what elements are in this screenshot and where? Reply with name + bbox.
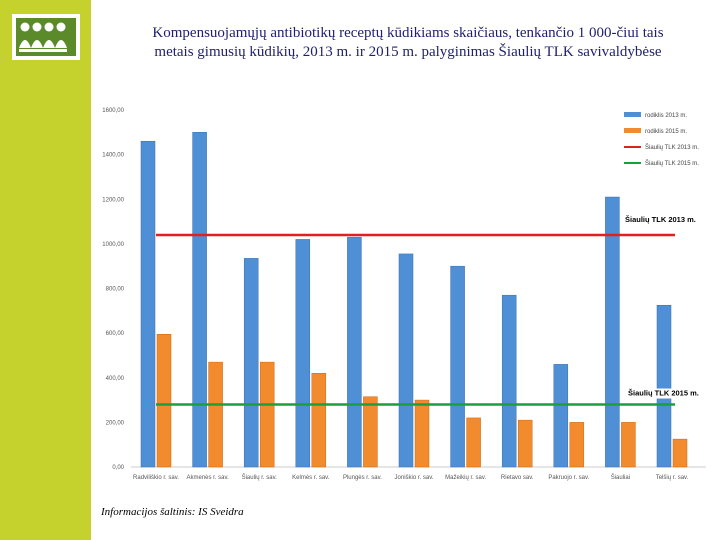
annotation-2013: Šiaulių TLK 2013 m. (625, 215, 696, 224)
y-tick-label: 200,00 (106, 420, 125, 426)
bar-chart: 0,00 200,00 400,00 600,00 800,00 1000,00 1200,… (102, 108, 710, 481)
x-tick-label: Telšių r. sav. (656, 475, 689, 481)
source-note: Informacijos šaltinis: IS Sveidra (101, 506, 244, 518)
bar-2013 (192, 132, 207, 468)
x-tick-label: Radviliškio r. sav. (133, 475, 179, 481)
legend-swatch (624, 128, 641, 133)
bar-2015 (259, 361, 275, 468)
chart-title-line-1: Kompensuojamųjų antibiotikų receptų kūdi… (152, 25, 664, 41)
x-tick-label: Šiauliai (611, 474, 630, 481)
bar-2015 (466, 417, 481, 468)
annotation-bg (627, 388, 710, 399)
legend-label: Šiaulių TLK 2013 m. (645, 144, 699, 151)
y-tick-label: 1000,00 (102, 242, 124, 248)
x-tick-label: Pakruojo r. sav. (548, 475, 589, 481)
bar-2013 (243, 258, 259, 468)
legend-label: Šiaulių TLK 2015 m. (645, 160, 699, 167)
bar-2013 (501, 294, 517, 468)
y-tick-label: 1200,00 (102, 197, 124, 203)
y-tick-label: 400,00 (106, 376, 125, 382)
bar-2015 (156, 333, 172, 468)
bar-2015 (517, 419, 533, 468)
bar-2013 (140, 140, 156, 468)
chart-title: Kompensuojamųjų antibiotikų receptų kūdi… (104, 24, 712, 62)
logo-people-icon (16, 18, 76, 56)
x-tick-label: Rietavo sav. (501, 475, 534, 481)
bar-2013 (347, 236, 362, 468)
bar-2013 (605, 196, 620, 468)
side-bar (0, 0, 91, 540)
bar-2015 (672, 438, 688, 468)
legend-label: rodiklis 2015 m. (645, 129, 687, 135)
bar-2015 (363, 396, 378, 468)
x-tick-label: Kelmės r. sav. (292, 475, 330, 481)
annotation-bg (624, 214, 707, 225)
x-tick-label: Šiaulių r. sav. (242, 474, 278, 481)
bar-2013 (553, 364, 569, 468)
bar-2015 (621, 422, 636, 468)
bar-2013 (450, 265, 465, 468)
bar-2015 (569, 422, 585, 468)
x-tick-label: Joniškio r. sav. (395, 475, 434, 481)
annotation-2015: Šiaulių TLK 2015 m. (628, 389, 699, 398)
bar-2013 (398, 253, 414, 468)
legend-swatch (624, 112, 641, 117)
legend-label: rodiklis 2013 m. (645, 113, 687, 119)
y-tick-label: 1400,00 (102, 153, 124, 159)
logo (12, 14, 80, 60)
y-tick-label: 1600,00 (102, 108, 124, 114)
y-tick-label: 600,00 (106, 331, 125, 337)
bar-2013 (656, 304, 672, 468)
bar-2015 (414, 399, 430, 468)
x-tick-label: Plungės r. sav. (343, 475, 382, 481)
x-tick-label: Akmenės r. sav. (186, 475, 229, 481)
bar-2015 (208, 361, 223, 468)
y-tick-label: 0,00 (112, 465, 124, 471)
y-tick-label: 800,00 (106, 287, 125, 293)
bar-2015 (311, 373, 327, 468)
chart-title-line-2: metais gimusių kūdikių, 2013 m. ir 2015 … (154, 44, 662, 60)
x-tick-label: Mažeikių r. sav. (445, 475, 486, 481)
bar-2013 (295, 239, 311, 468)
